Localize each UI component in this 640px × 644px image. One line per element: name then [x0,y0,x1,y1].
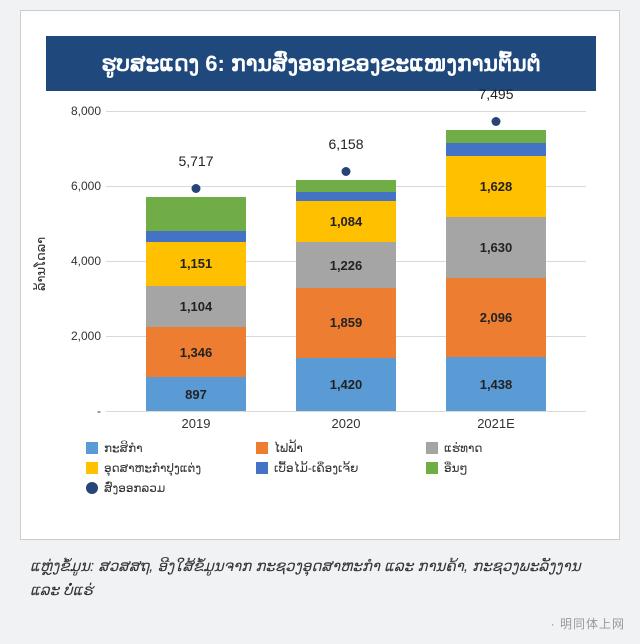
legend-label: ໄຟຟ້າ [274,441,303,455]
bar-segment: 2,096 [446,278,546,357]
bar-segment: 1,859 [296,288,396,358]
y-tick-label: - [56,404,101,418]
y-tick-label: 6,000 [56,179,101,193]
legend-swatch [86,442,98,454]
total-marker-dot [492,117,501,126]
total-marker-dot [342,167,351,176]
y-tick-label: 2,000 [56,329,101,343]
legend-label: ອື່ນໆ [444,461,468,475]
bar-segment: 1,346 [146,327,246,377]
grid-line [106,411,586,412]
legend-item: ໄຟຟ້າ [256,441,426,455]
legend-label: ກະສິກຳ [104,441,143,455]
legend-item: ສົ່ງອອກລວມ [86,481,256,495]
bar-segment: 1,630 [446,217,546,278]
legend-swatch [426,442,438,454]
legend-swatch-dot [86,482,98,494]
y-axis-label: ລ້ານໂດລາ [33,237,49,291]
source-note: ແຫຼ່ງຂໍ້ມູນ: ສວສສຖ, ອີງໃສ້ຂໍ້ມູນຈາກ ກະຊວ… [30,555,590,603]
bar-segment: 1,438 [446,357,546,411]
grid-line [106,111,586,112]
bar-segment [296,180,396,192]
total-label: 5,717 [146,153,246,169]
legend-label: ສົ່ງອອກລວມ [104,481,165,495]
legend: ກະສິກຳ ໄຟຟ້າ ແຮ່ທາດອຸດສາຫະກຳປຸງແຕ່ງ ເບື້ອໄມ… [86,441,596,501]
legend-swatch [256,462,268,474]
bar-segment: 1,084 [296,201,396,242]
y-tick-label: 4,000 [56,254,101,268]
x-tick-label: 2020 [296,416,396,431]
legend-item: ເບື້ອໄມ້-ເຄຶ່ອງເຈ້ຍ [256,461,426,475]
legend-item: ແຮ່ທາດ [426,441,596,455]
legend-swatch [256,442,268,454]
legend-label: ເບື້ອໄມ້-ເຄຶ່ອງເຈ້ຍ [274,461,358,475]
plot-area: -2,0004,0006,0008,0008971,3461,1041,1515… [106,111,586,411]
legend-label: ອຸດສາຫະກຳປຸງແຕ່ງ [104,461,201,475]
bar-segment: 1,628 [446,156,546,217]
bar-segment [146,197,246,231]
y-tick-label: 8,000 [56,104,101,118]
total-label: 6,158 [296,136,396,152]
legend-item: ກະສິກຳ [86,441,256,455]
x-tick-label: 2019 [146,416,246,431]
bar-column: 1,4382,0961,6301,6287,495 [446,130,546,411]
watermark: · 明同体上网 [551,615,625,632]
bar-segment [146,231,246,242]
bar-segment: 1,420 [296,358,396,411]
legend-label: ແຮ່ທາດ [444,441,482,455]
total-marker-dot [192,184,201,193]
legend-swatch [426,462,438,474]
bar-segment: 897 [146,377,246,411]
bar-segment: 1,151 [146,242,246,285]
bar-column: 8971,3461,1041,1515,717 [146,197,246,411]
x-tick-label: 2021E [446,416,546,431]
bar-segment: 1,226 [296,242,396,288]
total-label: 7,495 [446,86,546,102]
legend-item: ອື່ນໆ [426,461,596,475]
bar-segment: 1,104 [146,286,246,327]
bar-segment [446,143,546,156]
bar-column: 1,4201,8591,2261,0846,158 [296,180,396,411]
legend-item: ອຸດສາຫະກຳປຸງແຕ່ງ [86,461,256,475]
chart-title: ຮູບສະແດງ 6: ການສົ່ງອອກຂອງຂະແໜງການຕົ້ນຕໍ [46,36,596,91]
bar-segment [296,192,396,201]
legend-swatch [86,462,98,474]
chart-card: ຮູບສະແດງ 6: ການສົ່ງອອກຂອງຂະແໜງການຕົ້ນຕໍ … [20,10,620,540]
bar-segment [446,130,546,143]
